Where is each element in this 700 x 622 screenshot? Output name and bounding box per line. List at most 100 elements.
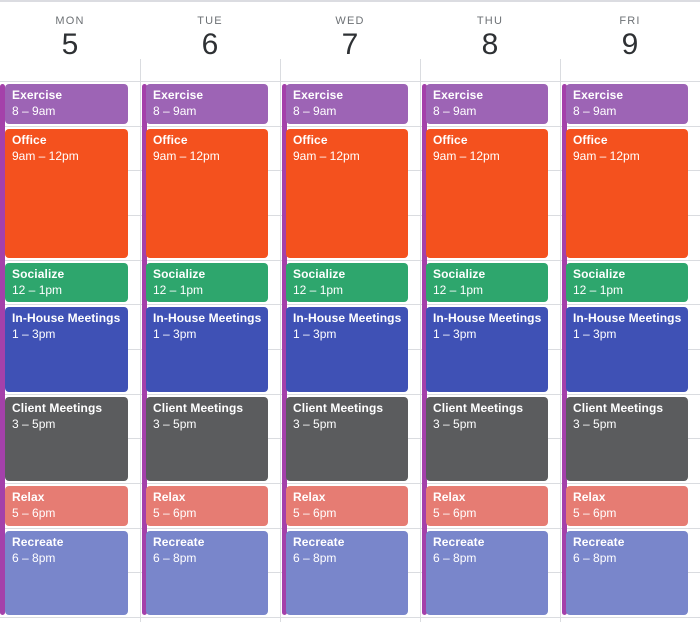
event-socialize[interactable]: Socialize 12 – 1pm — [286, 262, 408, 303]
event-time: 5 – 6pm — [573, 506, 617, 520]
day-header-fri: FRI 9 — [560, 0, 700, 61]
day-header-tue: TUE 6 — [140, 0, 280, 61]
event-relax[interactable]: Relax 5 – 6pm — [426, 486, 548, 526]
event-exercise[interactable]: Exercise 8 – 9am — [5, 84, 128, 124]
event-recreate[interactable]: Recreate 6 – 8pm — [5, 530, 128, 615]
day-number[interactable]: 5 — [61, 28, 79, 61]
hour-gridline — [0, 394, 700, 395]
event-time: 3 – 5pm — [12, 416, 56, 431]
event-exercise[interactable]: Exercise 8 – 9am — [286, 84, 408, 124]
event-office[interactable]: Office 9am – 12pm — [146, 128, 268, 258]
event-recreate[interactable]: Recreate 6 – 8pm — [146, 530, 268, 615]
event-title: Relax — [433, 490, 466, 504]
event-time: 6 – 8pm — [12, 550, 56, 565]
background-event-strip[interactable] — [0, 84, 5, 615]
event-socialize[interactable]: Socialize 12 – 1pm — [426, 262, 548, 303]
event-title: Client Meetings — [573, 400, 664, 415]
hour-gridline — [0, 260, 700, 261]
day-name: FRI — [619, 15, 641, 27]
event-in-house-meetings[interactable]: In-House Meetings 1 – 3pm — [5, 307, 128, 392]
event-title: Office — [573, 132, 608, 147]
event-title: Recreate — [12, 534, 64, 549]
event-time: 1 – 3pm — [293, 327, 337, 342]
event-time: 5 – 6pm — [153, 506, 197, 520]
background-event-strip[interactable] — [282, 84, 287, 615]
event-title: Exercise — [293, 88, 344, 102]
day-name: THU — [476, 15, 504, 27]
event-title: Office — [433, 132, 468, 147]
event-time: 8 – 9am — [293, 104, 337, 118]
event-title: Recreate — [293, 534, 345, 549]
event-time: 6 – 8pm — [293, 550, 337, 565]
day-header-wed: WED 7 — [280, 0, 420, 61]
event-office[interactable]: Office 9am – 12pm — [5, 128, 128, 258]
event-office[interactable]: Office 9am – 12pm — [286, 128, 408, 258]
column-divider — [420, 59, 421, 622]
event-relax[interactable]: Relax 5 – 6pm — [566, 486, 688, 526]
event-exercise[interactable]: Exercise 8 – 9am — [426, 84, 548, 124]
event-title: Exercise — [433, 88, 484, 102]
background-event-strip[interactable] — [142, 84, 147, 615]
day-header-thu: THU 8 — [420, 0, 560, 61]
event-recreate[interactable]: Recreate 6 – 8pm — [286, 530, 408, 615]
event-title: Relax — [153, 490, 186, 504]
event-title: Socialize — [433, 266, 486, 281]
event-time: 3 – 5pm — [433, 416, 477, 431]
event-client-meetings[interactable]: Client Meetings 3 – 5pm — [566, 396, 688, 481]
event-time: 5 – 6pm — [293, 506, 337, 520]
event-in-house-meetings[interactable]: In-House Meetings 1 – 3pm — [286, 307, 408, 392]
event-time: 9am – 12pm — [433, 148, 500, 163]
event-time: 3 – 5pm — [573, 416, 617, 431]
event-time: 12 – 1pm — [573, 282, 624, 297]
event-time: 3 – 5pm — [293, 416, 337, 431]
hour-gridline — [0, 304, 700, 305]
event-time: 9am – 12pm — [293, 148, 360, 163]
event-title: In-House Meetings — [153, 311, 262, 326]
event-time: 9am – 12pm — [573, 148, 640, 163]
event-exercise[interactable]: Exercise 8 – 9am — [566, 84, 688, 124]
event-relax[interactable]: Relax 5 – 6pm — [286, 486, 408, 526]
event-socialize[interactable]: Socialize 12 – 1pm — [5, 262, 128, 303]
event-time: 9am – 12pm — [12, 148, 79, 163]
event-title: Client Meetings — [12, 400, 103, 415]
event-office[interactable]: Office 9am – 12pm — [426, 128, 548, 258]
hour-gridline — [0, 528, 700, 529]
day-number[interactable]: 9 — [621, 28, 639, 61]
event-exercise[interactable]: Exercise 8 – 9am — [146, 84, 268, 124]
event-time: 3 – 5pm — [153, 416, 197, 431]
background-event-strip[interactable] — [562, 84, 567, 615]
event-client-meetings[interactable]: Client Meetings 3 – 5pm — [146, 396, 268, 481]
event-in-house-meetings[interactable]: In-House Meetings 1 – 3pm — [426, 307, 548, 392]
event-time: 1 – 3pm — [433, 327, 477, 342]
hour-gridline — [0, 126, 700, 127]
event-socialize[interactable]: Socialize 12 – 1pm — [146, 262, 268, 303]
event-in-house-meetings[interactable]: In-House Meetings 1 – 3pm — [146, 307, 268, 392]
day-number[interactable]: 6 — [201, 28, 219, 61]
day-number[interactable]: 8 — [481, 28, 499, 61]
event-title: Socialize — [153, 266, 206, 281]
event-client-meetings[interactable]: Client Meetings 3 – 5pm — [5, 396, 128, 481]
event-in-house-meetings[interactable]: In-House Meetings 1 – 3pm — [566, 307, 688, 392]
event-time: 6 – 8pm — [573, 550, 617, 565]
event-title: Office — [293, 132, 328, 147]
event-relax[interactable]: Relax 5 – 6pm — [5, 486, 128, 526]
event-client-meetings[interactable]: Client Meetings 3 – 5pm — [286, 396, 408, 481]
event-recreate[interactable]: Recreate 6 – 8pm — [426, 530, 548, 615]
event-title: Client Meetings — [293, 400, 384, 415]
event-client-meetings[interactable]: Client Meetings 3 – 5pm — [426, 396, 548, 481]
event-title: In-House Meetings — [433, 311, 542, 326]
day-number[interactable]: 7 — [341, 28, 359, 61]
event-time: 8 – 9am — [573, 104, 617, 118]
event-office[interactable]: Office 9am – 12pm — [566, 128, 688, 258]
event-title: Client Meetings — [153, 400, 244, 415]
background-event-strip[interactable] — [422, 84, 427, 615]
event-title: Recreate — [573, 534, 625, 549]
event-time: 5 – 6pm — [433, 506, 477, 520]
hour-gridline — [0, 617, 700, 618]
event-relax[interactable]: Relax 5 – 6pm — [146, 486, 268, 526]
event-socialize[interactable]: Socialize 12 – 1pm — [566, 262, 688, 303]
event-recreate[interactable]: Recreate 6 – 8pm — [566, 530, 688, 615]
event-title: In-House Meetings — [573, 311, 682, 326]
event-time: 8 – 9am — [153, 104, 197, 118]
